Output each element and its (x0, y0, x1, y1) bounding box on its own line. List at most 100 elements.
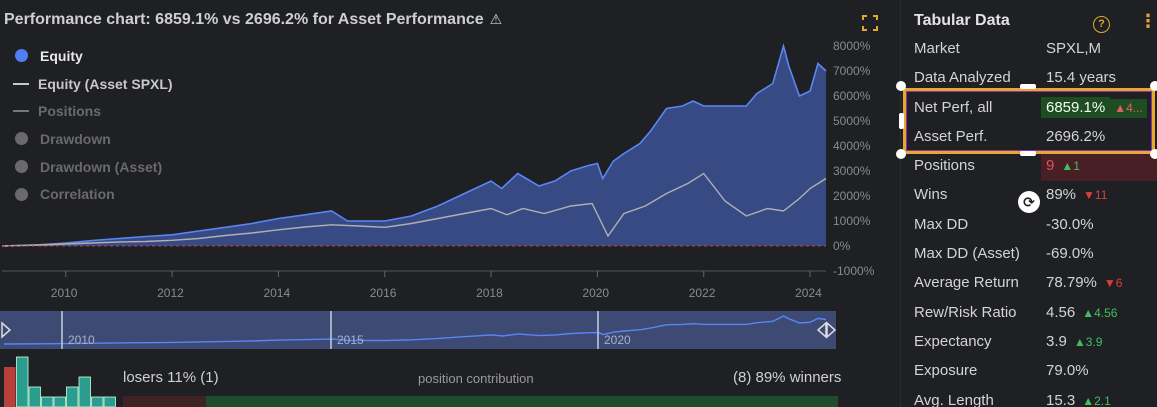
legend-item-drawdown[interactable]: Drawdown (12, 125, 173, 153)
expand-icon[interactable] (862, 15, 878, 31)
table-row[interactable]: Data Analyzed 15.4 years (901, 64, 1157, 93)
tabular-data-title: Tabular Data (914, 12, 1010, 29)
legend-label: Equity (40, 47, 83, 64)
legend-label: Drawdown (40, 130, 111, 147)
returns-histogram (4, 356, 116, 407)
metric-change: ▲4... (1110, 98, 1147, 118)
metric-value-text: -69.0% (1046, 245, 1094, 263)
performance-chart-panel: Performance chart: 6859.1% vs 2696.2% fo… (0, 11, 900, 407)
tabular-data-rows: Market SPXL,M Data Analyzed 15.4 years Net P… (901, 35, 1157, 407)
navigator-right-handle-icon[interactable] (816, 321, 836, 339)
table-row[interactable]: Asset Perf. 2696.2% (901, 123, 1157, 152)
table-row[interactable]: Rew/Risk Ratio 4.56 ▲4.56 (901, 299, 1157, 328)
y-tick-label: 6000% (833, 89, 871, 103)
metric-label: Avg. Length (914, 391, 994, 407)
metric-label: Market (914, 40, 960, 57)
legend-item-correlation[interactable]: Correlation (12, 180, 173, 208)
chart-title: Performance chart: 6859.1% vs 2696.2% fo… (4, 11, 502, 29)
help-circle-icon[interactable]: ? (1093, 16, 1110, 33)
metric-label: Max DD (Asset) (914, 245, 1020, 263)
histogram-bar (53, 396, 66, 407)
metric-value-text: 79.0% (1046, 362, 1089, 380)
metric-label: Wins (914, 186, 948, 204)
resize-handle-top[interactable] (1020, 84, 1036, 89)
legend-line-icon (13, 110, 29, 113)
resize-handle-bottom[interactable] (1020, 151, 1036, 156)
metric-value: 4.56 ▲4.56 (1046, 304, 1117, 321)
metric-value-text: 15.4 years (1046, 69, 1117, 87)
metric-value: 6859.1% ▲4... (1041, 96, 1147, 118)
chart-plot[interactable]: 8000% 7000% 6000% 5000% 4000% 3000% 2000% 1000%… (0, 36, 900, 306)
metric-change: ▲4.56 (1082, 305, 1118, 320)
table-row[interactable]: Max DD (Asset) -69.0% (901, 240, 1157, 269)
y-tick-label: 0% (833, 239, 851, 253)
metric-change: ▼6 (1103, 276, 1123, 291)
navigator-year-label: 2020 (604, 333, 631, 347)
resize-handle-top-right[interactable] (1150, 81, 1157, 91)
y-tick-label: -1000% (833, 264, 875, 278)
rotate-icon[interactable]: ⟳ (1018, 191, 1040, 213)
metric-value-text: SPXL,M (1046, 40, 1102, 57)
x-tick-label: 2014 (263, 286, 290, 300)
histogram-bar (16, 356, 29, 407)
legend-dot-icon (15, 132, 28, 146)
histogram-bar (103, 396, 116, 407)
metric-label: Rew/Risk Ratio (914, 303, 1017, 321)
table-row[interactable]: Average Return 78.79% ▼6 (901, 269, 1157, 298)
time-navigator[interactable]: 2010 2015 2020 (0, 311, 836, 349)
winners-contribution-bar (206, 396, 838, 407)
legend-item-positions[interactable]: Positions (12, 97, 173, 125)
resize-handle-left[interactable] (899, 113, 904, 129)
legend-label: Correlation (40, 186, 115, 203)
metric-value: -30.0% (1046, 216, 1094, 233)
histogram-bar (78, 376, 91, 407)
table-row[interactable]: Market SPXL,M (901, 35, 1157, 64)
legend-item-equity-asset-spxl[interactable]: Equity (Asset SPXL) (12, 70, 173, 98)
metric-value-text: 2696.2% (1046, 127, 1106, 145)
losers-label: losers 11% (1) (123, 369, 219, 386)
metric-value-text: 15.3 (1046, 391, 1076, 407)
legend-label: Equity (Asset SPXL) (38, 75, 173, 92)
x-tick-label: 2020 (582, 286, 609, 300)
navigator-plot[interactable]: 2010 2015 2020 (0, 311, 836, 349)
x-tick-label: 2022 (689, 286, 716, 300)
navigator-left-handle-icon[interactable] (1, 321, 12, 339)
y-tick-label: 3000% (833, 164, 871, 178)
resize-handle-bottom-right[interactable] (1150, 149, 1157, 159)
metric-label: Max DD (914, 215, 969, 233)
warning-icon[interactable]: ⚠ (489, 11, 503, 27)
asset-equity-line (1, 172, 827, 247)
metric-change: ▲1 (1061, 159, 1080, 174)
table-row[interactable]: Avg. Length 15.3 ▲2.1 (901, 387, 1157, 407)
legend-item-equity[interactable]: Equity (12, 42, 173, 70)
table-row[interactable]: Net Perf, all 6859.1% ▲4... (901, 94, 1157, 123)
histogram-bar (4, 367, 16, 407)
table-row[interactable]: Max DD -30.0% (901, 211, 1157, 240)
x-tick-label: 2010 (51, 286, 78, 300)
legend-item-drawdown-asset[interactable]: Drawdown (Asset) (12, 153, 173, 181)
y-tick-label: 7000% (833, 64, 871, 78)
x-tick-label: 2012 (157, 286, 184, 300)
metric-value-text: 6859.1% (1041, 96, 1111, 118)
metric-value: 15.4 years (1046, 69, 1116, 86)
table-row[interactable]: Positions 9 ▲1 (901, 152, 1157, 182)
resize-handle-bottom-left[interactable] (896, 149, 906, 159)
table-row[interactable]: Exposure 79.0% (901, 357, 1157, 386)
legend-dot-icon (15, 187, 28, 201)
histogram-bar (41, 396, 54, 407)
metric-label: Net Perf, all (914, 98, 993, 116)
resize-handle-top-left[interactable] (896, 81, 906, 91)
more-vertical-icon[interactable]: ⋮ (1139, 11, 1157, 31)
histogram-bar (91, 396, 104, 407)
chart-legend: Equity Equity (Asset SPXL) Positions Drawdo… (12, 42, 173, 208)
position-contribution-strip: losers 11% (1) position contribution (8)… (0, 352, 900, 407)
metric-label: Asset Perf. (914, 127, 988, 145)
legend-label: Drawdown (Asset) (40, 158, 163, 175)
table-row[interactable]: Expectancy 3.9 ▲3.9 (901, 328, 1157, 357)
metric-label: Data Analyzed (914, 69, 1011, 87)
metric-value: 78.79% ▼6 (1046, 274, 1122, 291)
table-row[interactable]: Wins 89% ▼11 (901, 181, 1157, 210)
metric-value: 89% ▼11 (1046, 186, 1107, 203)
metric-label: Expectancy (914, 332, 992, 350)
navigator-equity-line (3, 315, 827, 345)
